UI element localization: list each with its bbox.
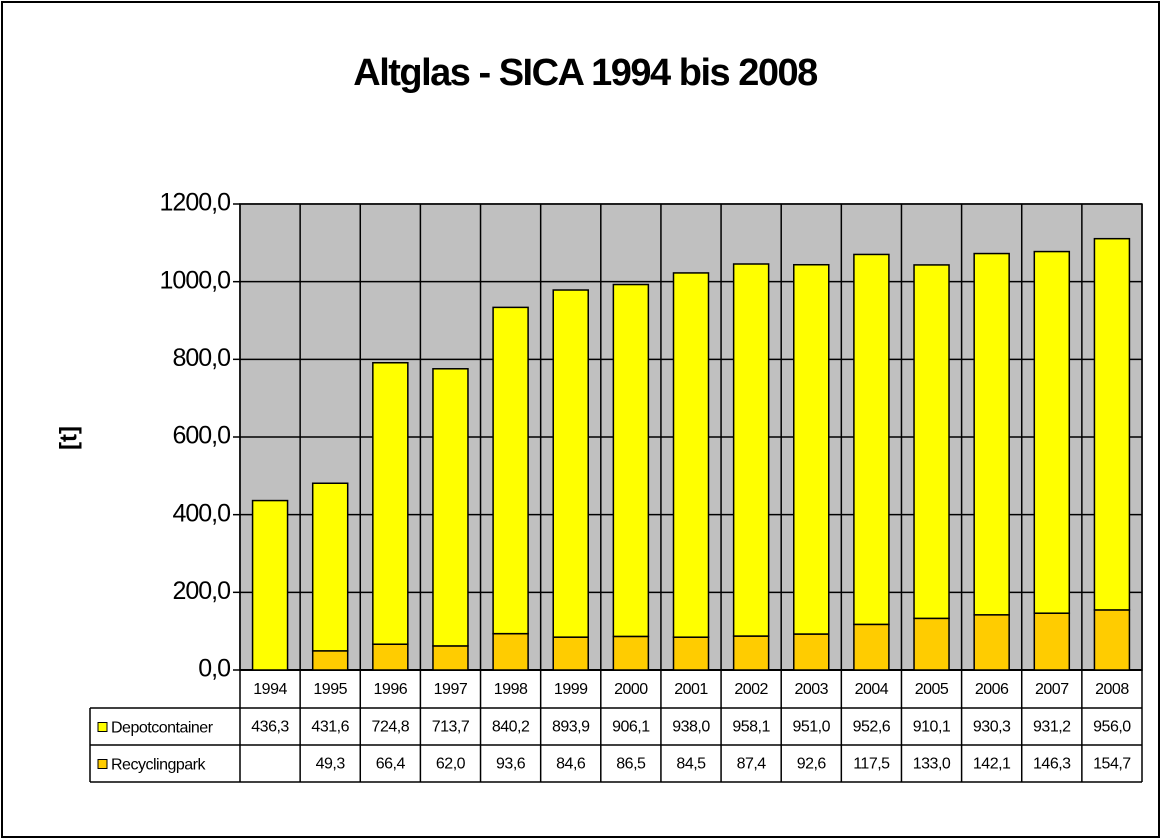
legend-key — [97, 759, 108, 769]
table-value: 436,3 — [251, 719, 289, 736]
bar — [432, 645, 469, 671]
table-value: 117,5 — [853, 756, 890, 773]
x-tick-label: 2001 — [674, 681, 708, 698]
x-tick-label: 1998 — [494, 681, 528, 698]
bar — [1093, 609, 1131, 671]
x-tick-label: 2007 — [1035, 681, 1069, 698]
table-value: 92,6 — [797, 756, 827, 773]
table-value: 956,0 — [1093, 719, 1131, 736]
table-value: 84,6 — [556, 756, 586, 773]
x-tick-label: 2000 — [614, 681, 648, 698]
bar — [552, 636, 589, 671]
bar — [1033, 612, 1071, 671]
table-value: 431,6 — [311, 719, 349, 736]
y-tick-label: 200,0 — [172, 577, 230, 605]
legend-label: Depotcontainer — [111, 720, 214, 737]
table-value: 893,9 — [552, 719, 590, 736]
table-value: 958,1 — [732, 719, 770, 736]
y-tick-label: 600,0 — [172, 422, 230, 450]
bar — [612, 283, 650, 638]
bar — [973, 252, 1010, 616]
table-value: 951,0 — [792, 719, 830, 736]
bar — [793, 263, 830, 635]
bar — [311, 650, 349, 671]
table-value: 87,4 — [737, 756, 767, 773]
bar — [1033, 250, 1071, 614]
bar — [973, 614, 1010, 671]
table-value: 93,6 — [496, 756, 526, 773]
bar — [1093, 237, 1131, 611]
y-axis-label: [t] — [55, 426, 82, 450]
y-tick-label: 1000,0 — [160, 266, 231, 294]
table-value: 84,5 — [676, 756, 706, 773]
table-value: 906,1 — [612, 719, 650, 736]
table-value: 952,6 — [853, 719, 891, 736]
bar — [732, 635, 770, 671]
bar — [853, 253, 890, 626]
table-value: 66,4 — [376, 756, 406, 773]
bar — [251, 499, 289, 671]
y-tick-label: 1200,0 — [160, 189, 231, 217]
table-value: 713,7 — [432, 719, 470, 736]
bar — [732, 263, 770, 637]
x-tick-label: 1999 — [554, 681, 588, 698]
bar — [913, 617, 950, 671]
x-tick-label: 2008 — [1095, 681, 1129, 698]
table-value: 840,2 — [492, 719, 530, 736]
x-tick-label: 2003 — [794, 681, 828, 698]
x-tick-label: 1997 — [434, 681, 468, 698]
bar — [793, 633, 830, 671]
x-tick-label: 1996 — [374, 681, 408, 698]
bar — [672, 636, 710, 671]
table-value: 154,7 — [1093, 756, 1131, 773]
y-tick-label: 400,0 — [172, 499, 230, 527]
legend-key — [97, 722, 108, 732]
bar — [552, 289, 589, 638]
x-tick-label: 2004 — [855, 681, 889, 698]
table-value: 146,3 — [1033, 756, 1071, 773]
bar — [372, 362, 409, 645]
bar — [853, 623, 890, 671]
y-tick-label: 0,0 — [198, 655, 230, 683]
legend-label: Recyclingpark — [111, 757, 206, 774]
bar — [672, 272, 710, 638]
x-tick-label: 2002 — [734, 681, 768, 698]
bar — [492, 632, 529, 671]
table-value: 724,8 — [372, 719, 410, 736]
bar — [612, 635, 650, 671]
table-value: 930,3 — [973, 719, 1011, 736]
table-value: 938,0 — [672, 719, 710, 736]
x-tick-label: 1994 — [253, 681, 287, 698]
x-tick-label: 2006 — [975, 681, 1009, 698]
table-value: 86,5 — [616, 756, 646, 773]
table-value: 142,1 — [973, 756, 1011, 773]
table-value: 49,3 — [316, 756, 346, 773]
table-value: 62,0 — [436, 756, 466, 773]
bar — [311, 482, 349, 652]
bar — [913, 264, 950, 620]
bar — [492, 306, 529, 635]
bar — [432, 368, 469, 647]
chart-title: Altglas - SICA 1994 bis 2008 — [353, 52, 817, 94]
y-tick-label: 800,0 — [172, 344, 230, 372]
table-value: 910,1 — [913, 719, 951, 736]
bar — [372, 643, 409, 671]
x-tick-label: 2005 — [915, 681, 949, 698]
x-tick-label: 1995 — [313, 681, 347, 698]
table-value: 133,0 — [913, 756, 951, 773]
table-value: 931,2 — [1033, 719, 1071, 736]
